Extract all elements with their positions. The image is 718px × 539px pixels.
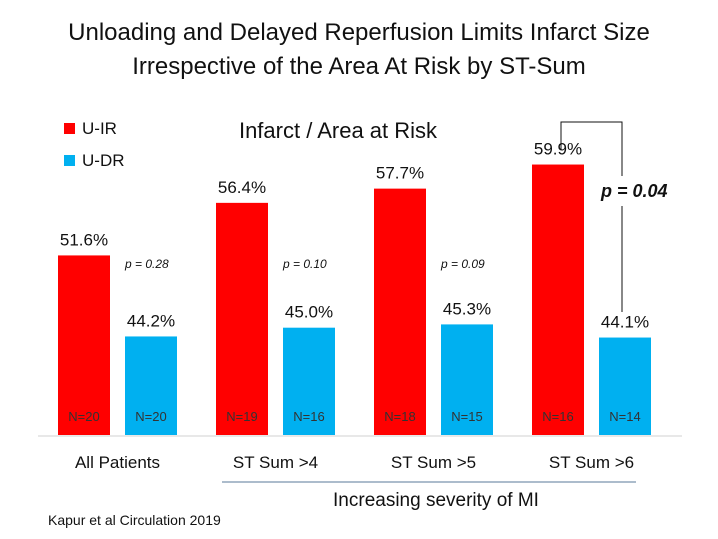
value-label: 45.3% bbox=[443, 299, 491, 318]
slide-title-line-1: Unloading and Delayed Reperfusion Limits… bbox=[68, 19, 650, 46]
bar-u-ir-3 bbox=[532, 164, 584, 435]
value-label: 59.9% bbox=[534, 140, 582, 159]
bar-u-dr-3 bbox=[599, 337, 651, 435]
category-label: ST Sum >5 bbox=[391, 453, 476, 472]
p-value-label: p = 0.09 bbox=[440, 257, 485, 271]
legend-swatch-u-dr bbox=[64, 155, 75, 166]
n-label: N=19 bbox=[226, 409, 257, 424]
value-label: 45.0% bbox=[285, 303, 333, 322]
value-label: 56.4% bbox=[218, 178, 266, 197]
n-label: N=20 bbox=[68, 409, 99, 424]
bar-u-ir-0 bbox=[58, 255, 110, 435]
category-label: All Patients bbox=[75, 453, 160, 472]
p-value-label: p = 0.28 bbox=[124, 257, 169, 271]
x-axis-label: Increasing severity of MI bbox=[333, 490, 539, 511]
category-label: ST Sum >6 bbox=[549, 453, 634, 472]
n-label: N=14 bbox=[609, 409, 640, 424]
bar-u-dr-1 bbox=[283, 327, 335, 435]
legend-label-u-dr: U-DR bbox=[82, 151, 125, 170]
p-value-label-significant: p = 0.04 bbox=[600, 181, 668, 201]
n-label: N=16 bbox=[542, 409, 573, 424]
category-label: ST Sum >4 bbox=[233, 453, 318, 472]
n-label: N=16 bbox=[293, 409, 324, 424]
bar-u-dr-2 bbox=[441, 324, 493, 435]
slide-title-line-2: Irrespective of the Area At Risk by ST-S… bbox=[132, 53, 586, 80]
value-label: 44.2% bbox=[127, 311, 175, 330]
p-value-label: p = 0.10 bbox=[282, 257, 327, 271]
value-label: 57.7% bbox=[376, 164, 424, 183]
citation: Kapur et al Circulation 2019 bbox=[48, 512, 221, 528]
n-label: N=18 bbox=[384, 409, 415, 424]
bar-u-ir-2 bbox=[374, 188, 426, 435]
bar-u-ir-1 bbox=[216, 202, 268, 435]
legend-label-u-ir: U-IR bbox=[82, 119, 117, 138]
value-label: 51.6% bbox=[60, 230, 108, 249]
n-label: N=15 bbox=[451, 409, 482, 424]
legend-swatch-u-ir bbox=[64, 123, 75, 134]
n-label: N=20 bbox=[135, 409, 166, 424]
bar-u-dr-0 bbox=[125, 336, 177, 435]
chart-title: Infarct / Area at Risk bbox=[239, 118, 438, 143]
value-label: 44.1% bbox=[601, 313, 649, 332]
significance-bracket-top bbox=[560, 121, 623, 176]
